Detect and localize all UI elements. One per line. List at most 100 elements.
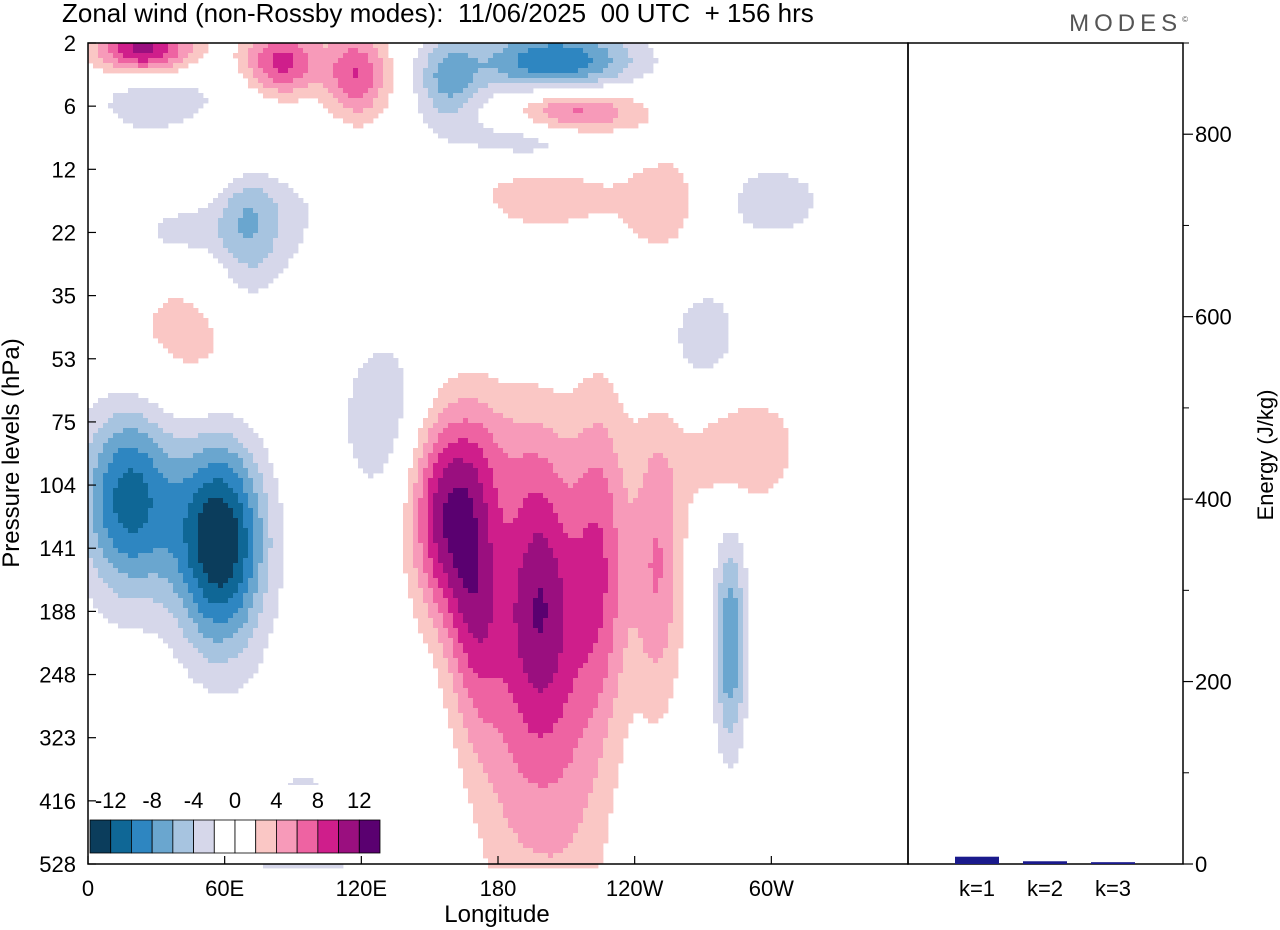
heatmap-cell [423,473,429,479]
heatmap-cell [573,113,579,119]
heatmap-cell [113,493,119,499]
heatmap-cell [188,423,194,429]
heatmap-cell [513,443,519,449]
heatmap-cell [693,433,699,439]
heatmap-cell [543,413,549,419]
heatmap-cell [468,113,474,119]
heatmap-cell [578,118,584,124]
heatmap-cell [438,103,444,109]
heatmap-cell [203,418,209,424]
heatmap-cell [688,358,694,364]
heatmap-cell [528,218,534,224]
heatmap-cell [258,273,264,279]
heatmap-cell [253,283,259,289]
heatmap-cell [738,463,744,469]
heatmap-cell [648,418,654,424]
heatmap-cell [398,398,404,404]
heatmap-cell [153,333,159,339]
heatmap-cell [688,498,694,504]
heatmap-cell [98,58,104,64]
heatmap-cell [668,423,674,429]
heatmap-cell [448,443,454,449]
heatmap-cell [93,503,99,509]
heatmap-cell [288,48,294,54]
heatmap-cell [178,468,184,474]
heatmap-cell [588,193,594,199]
heatmap-cell [638,218,644,224]
heatmap-cell [193,448,199,454]
heatmap-cell [233,193,239,199]
heatmap-cell [168,63,174,69]
heatmap-cell [583,128,589,134]
heatmap-cell [258,188,264,194]
heatmap-cell [468,443,474,449]
heatmap-cell [633,463,639,469]
heatmap-cell [158,58,164,64]
heatmap-cell [593,73,599,79]
heatmap-cell [143,473,149,479]
heatmap-cell [518,198,524,204]
heatmap-cell [568,63,574,69]
heatmap-cell [558,53,564,59]
heatmap-cell [493,498,499,504]
heatmap-cell [473,413,479,419]
heatmap-cell [528,113,534,119]
heatmap-cell [108,473,114,479]
heatmap-cell [588,448,594,454]
heatmap-cell [603,203,609,209]
heatmap-cell [453,43,459,49]
heatmap-cell [808,193,814,199]
heatmap-cell [663,223,669,229]
heatmap-cell [553,73,559,79]
heatmap-cell [193,478,199,484]
heatmap-cell [613,503,619,509]
heatmap-cell [248,453,254,459]
heatmap-cell [313,48,319,54]
heatmap-cell [423,43,429,49]
heatmap-cell [653,478,659,484]
heatmap-cell [378,108,384,114]
heatmap-cell [598,488,604,494]
heatmap-cell [468,78,474,84]
heatmap-cell [628,193,634,199]
heatmap-cell [688,323,694,329]
heatmap-cell [263,73,269,79]
heatmap-cell [198,323,204,329]
heatmap-cell [508,83,514,89]
heatmap-cell [373,408,379,414]
heatmap-cell [633,488,639,494]
heatmap-cell [233,218,239,224]
heatmap-cell [148,463,154,469]
heatmap-cell [633,448,639,454]
heatmap-cell [503,83,509,89]
heatmap-cell [273,243,279,249]
heatmap-cell [98,48,104,54]
heatmap-cell [703,473,709,479]
heatmap-cell [473,468,479,474]
heatmap-cell [463,393,469,399]
heatmap-cell [488,68,494,74]
heatmap-cell [633,103,639,109]
heatmap-cell [483,68,489,74]
heatmap-cell [228,273,234,279]
heatmap-cell [158,423,164,429]
heatmap-cell [438,468,444,474]
heatmap-cell [613,428,619,434]
heatmap-cell [553,468,559,474]
heatmap-cell [623,118,629,124]
heatmap-cell [363,438,369,444]
heatmap-cell [388,423,394,429]
heatmap-cell [263,253,269,259]
heatmap-cell [163,443,169,449]
heatmap-cell [233,448,239,454]
heatmap-cell [778,433,784,439]
heatmap-cell [523,428,529,434]
heatmap-cell [503,193,509,199]
heatmap-cell [198,423,204,429]
heatmap-cell [93,493,99,499]
heatmap-cell [218,253,224,259]
heatmap-cell [93,488,99,494]
heatmap-cell [483,133,489,139]
heatmap-cell [573,408,579,414]
heatmap-cell [223,483,229,489]
